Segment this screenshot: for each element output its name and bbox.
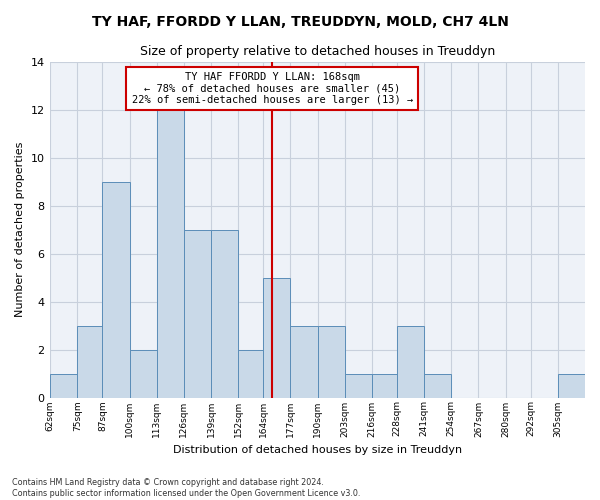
Bar: [50, 374, 77, 398]
Bar: [424, 374, 451, 398]
Bar: [238, 350, 263, 398]
Bar: [345, 374, 372, 398]
Bar: [77, 326, 103, 398]
Y-axis label: Number of detached properties: Number of detached properties: [15, 142, 25, 318]
Bar: [103, 182, 130, 398]
Bar: [130, 350, 157, 398]
Text: TY HAF, FFORDD Y LLAN, TREUDDYN, MOLD, CH7 4LN: TY HAF, FFORDD Y LLAN, TREUDDYN, MOLD, C…: [92, 15, 508, 29]
Text: TY HAF FFORDD Y LLAN: 168sqm
← 78% of detached houses are smaller (45)
22% of se: TY HAF FFORDD Y LLAN: 168sqm ← 78% of de…: [131, 72, 413, 105]
Bar: [317, 326, 345, 398]
Title: Size of property relative to detached houses in Treuddyn: Size of property relative to detached ho…: [140, 45, 495, 58]
Bar: [211, 230, 238, 398]
Text: Contains HM Land Registry data © Crown copyright and database right 2024.
Contai: Contains HM Land Registry data © Crown c…: [12, 478, 361, 498]
Bar: [397, 326, 424, 398]
Bar: [372, 374, 397, 398]
Bar: [263, 278, 290, 398]
Bar: [184, 230, 211, 398]
Bar: [558, 374, 585, 398]
X-axis label: Distribution of detached houses by size in Treuddyn: Distribution of detached houses by size …: [173, 445, 462, 455]
Bar: [157, 110, 184, 398]
Bar: [290, 326, 317, 398]
